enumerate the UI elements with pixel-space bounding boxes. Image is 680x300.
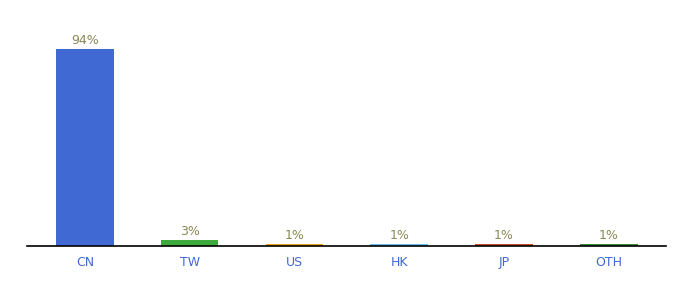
- Text: 1%: 1%: [389, 229, 409, 242]
- Bar: [371, 244, 428, 246]
- Text: 1%: 1%: [599, 229, 619, 242]
- Bar: [56, 49, 114, 246]
- Bar: [160, 240, 218, 246]
- Text: 3%: 3%: [180, 225, 199, 238]
- Text: 94%: 94%: [71, 34, 99, 46]
- Bar: [580, 244, 638, 246]
- Text: 1%: 1%: [284, 229, 305, 242]
- Text: 1%: 1%: [494, 229, 514, 242]
- Bar: [475, 244, 533, 246]
- Bar: [266, 244, 323, 246]
